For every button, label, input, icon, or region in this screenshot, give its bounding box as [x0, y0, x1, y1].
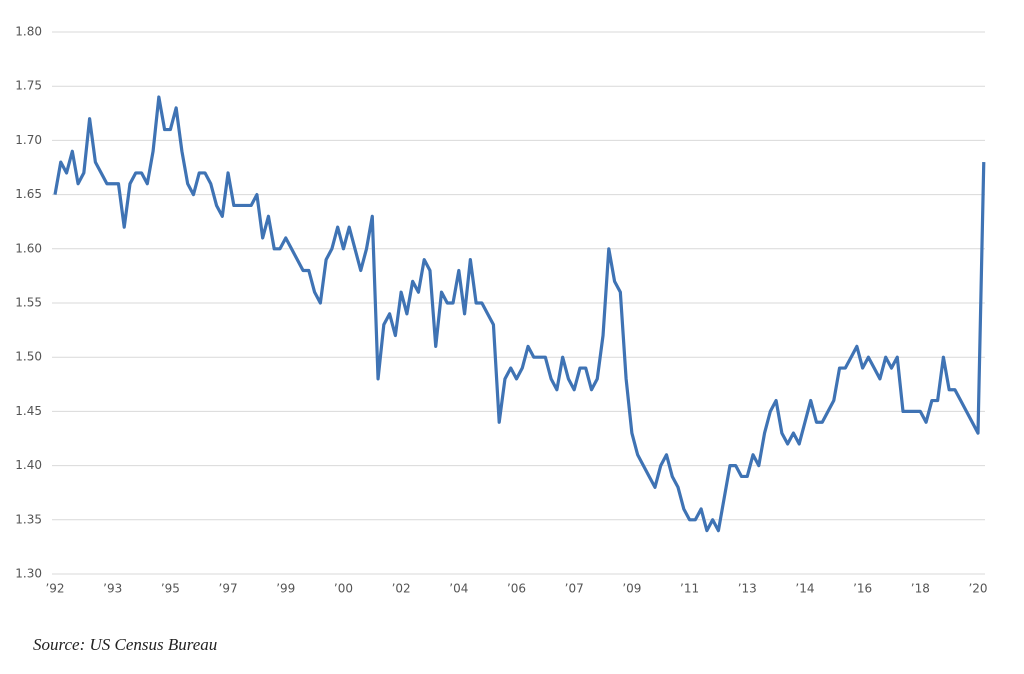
- y-tick-label: 1.65: [15, 187, 42, 201]
- x-tick-label: ’20: [968, 582, 987, 596]
- y-tick-label: 1.60: [15, 241, 42, 255]
- y-tick-label: 1.70: [15, 133, 42, 147]
- x-tick-label: ’02: [392, 582, 411, 596]
- x-tick-label: ’06: [507, 582, 526, 596]
- x-tick-label: ’07: [565, 582, 584, 596]
- source-note: Source: US Census Bureau: [33, 635, 217, 654]
- x-tick-label: ’99: [276, 582, 295, 596]
- x-tick-label: ’14: [795, 582, 814, 596]
- y-tick-label: 1.80: [15, 25, 42, 39]
- y-tick-label: 1.50: [15, 350, 42, 364]
- y-tick-label: 1.75: [15, 79, 42, 93]
- x-tick-label: ’18: [911, 582, 930, 596]
- y-tick-label: 1.45: [15, 404, 42, 418]
- y-tick-label: 1.40: [15, 458, 42, 472]
- data-line: [53, 95, 986, 533]
- x-tick-label: ’11: [680, 582, 699, 596]
- x-tick-label: ’09: [622, 582, 641, 596]
- x-tick-label: ’04: [449, 582, 468, 596]
- x-tick-label: ’93: [103, 582, 122, 596]
- y-tick-label: 1.30: [15, 567, 42, 581]
- y-tick-label: 1.55: [15, 296, 42, 310]
- y-tick-label: 1.35: [15, 512, 42, 526]
- x-tick-label: ’97: [219, 582, 238, 596]
- x-tick-label: ’95: [161, 582, 180, 596]
- x-tick-label: ’92: [45, 582, 64, 596]
- x-tick-label: ’00: [334, 582, 353, 596]
- x-tick-label: ’16: [853, 582, 872, 596]
- x-tick-label: ’13: [738, 582, 757, 596]
